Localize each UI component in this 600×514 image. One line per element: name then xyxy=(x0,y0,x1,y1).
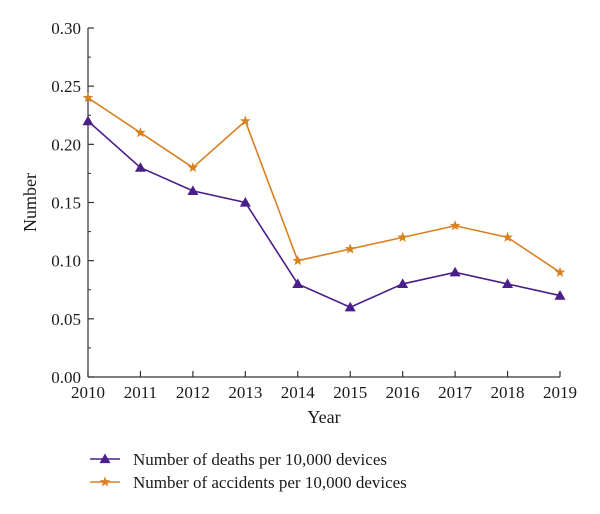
data-point xyxy=(239,197,251,207)
legend-label: Number of accidents per 10,000 devices xyxy=(133,473,407,492)
y-axis-title: Number xyxy=(20,173,40,232)
data-point xyxy=(135,127,146,138)
series-line xyxy=(87,97,561,273)
data-point xyxy=(449,220,461,231)
x-tick-label: 2018 xyxy=(491,383,525,402)
data-point xyxy=(82,115,94,126)
x-tick-label: 2014 xyxy=(281,383,316,402)
data-point xyxy=(344,243,356,254)
y-tick-label: 0.30 xyxy=(51,19,81,38)
data-point xyxy=(292,278,304,289)
series-1 xyxy=(82,115,566,312)
data-point xyxy=(449,266,461,277)
x-tick-label: 2012 xyxy=(176,383,210,402)
y-tick-label: 0.20 xyxy=(51,135,81,154)
legend-label: Number of deaths per 10,000 devices xyxy=(133,450,387,469)
y-tick-label: 0.15 xyxy=(51,194,81,213)
data-point xyxy=(240,115,251,126)
data-point xyxy=(187,162,199,173)
x-tick-label: 2013 xyxy=(228,383,262,402)
legend-item: Number of deaths per 10,000 devices xyxy=(90,450,387,469)
y-tick-label: 0.05 xyxy=(51,310,81,329)
data-point xyxy=(82,92,94,103)
series-line xyxy=(87,120,561,309)
x-tick-label: 2017 xyxy=(438,383,473,402)
data-point xyxy=(344,301,356,312)
series-group xyxy=(82,92,566,312)
x-tick-label: 2016 xyxy=(386,383,420,402)
y-tick-label: 0.00 xyxy=(51,368,81,387)
data-point xyxy=(187,185,199,195)
data-point xyxy=(502,231,513,242)
x-axis-title: Year xyxy=(307,407,340,427)
x-tick-label: 2011 xyxy=(124,383,157,402)
x-tick-label: 2010 xyxy=(71,383,105,402)
legend-marker xyxy=(99,453,111,464)
ticks: 0.00 0.05 0.10 0.15 0.20 0.25 0.30 2010 2011 2012… xyxy=(51,19,577,402)
data-point xyxy=(554,266,566,277)
series-2 xyxy=(82,92,566,277)
y-tick-label: 0.25 xyxy=(51,77,81,96)
legend-marker xyxy=(99,476,111,487)
data-point xyxy=(134,162,146,172)
legend: Number of deaths per 10,000 devices Numbe… xyxy=(90,450,407,492)
data-point xyxy=(397,278,409,289)
data-point xyxy=(397,231,408,242)
x-tick-label: 2019 xyxy=(543,383,577,402)
y-tick-label: 0.10 xyxy=(51,252,81,271)
data-point xyxy=(292,255,304,266)
x-tick-label: 2015 xyxy=(333,383,367,402)
data-point xyxy=(502,278,514,289)
data-point xyxy=(554,290,566,300)
legend-item: Number of accidents per 10,000 devices xyxy=(90,473,407,492)
axes xyxy=(87,28,560,378)
